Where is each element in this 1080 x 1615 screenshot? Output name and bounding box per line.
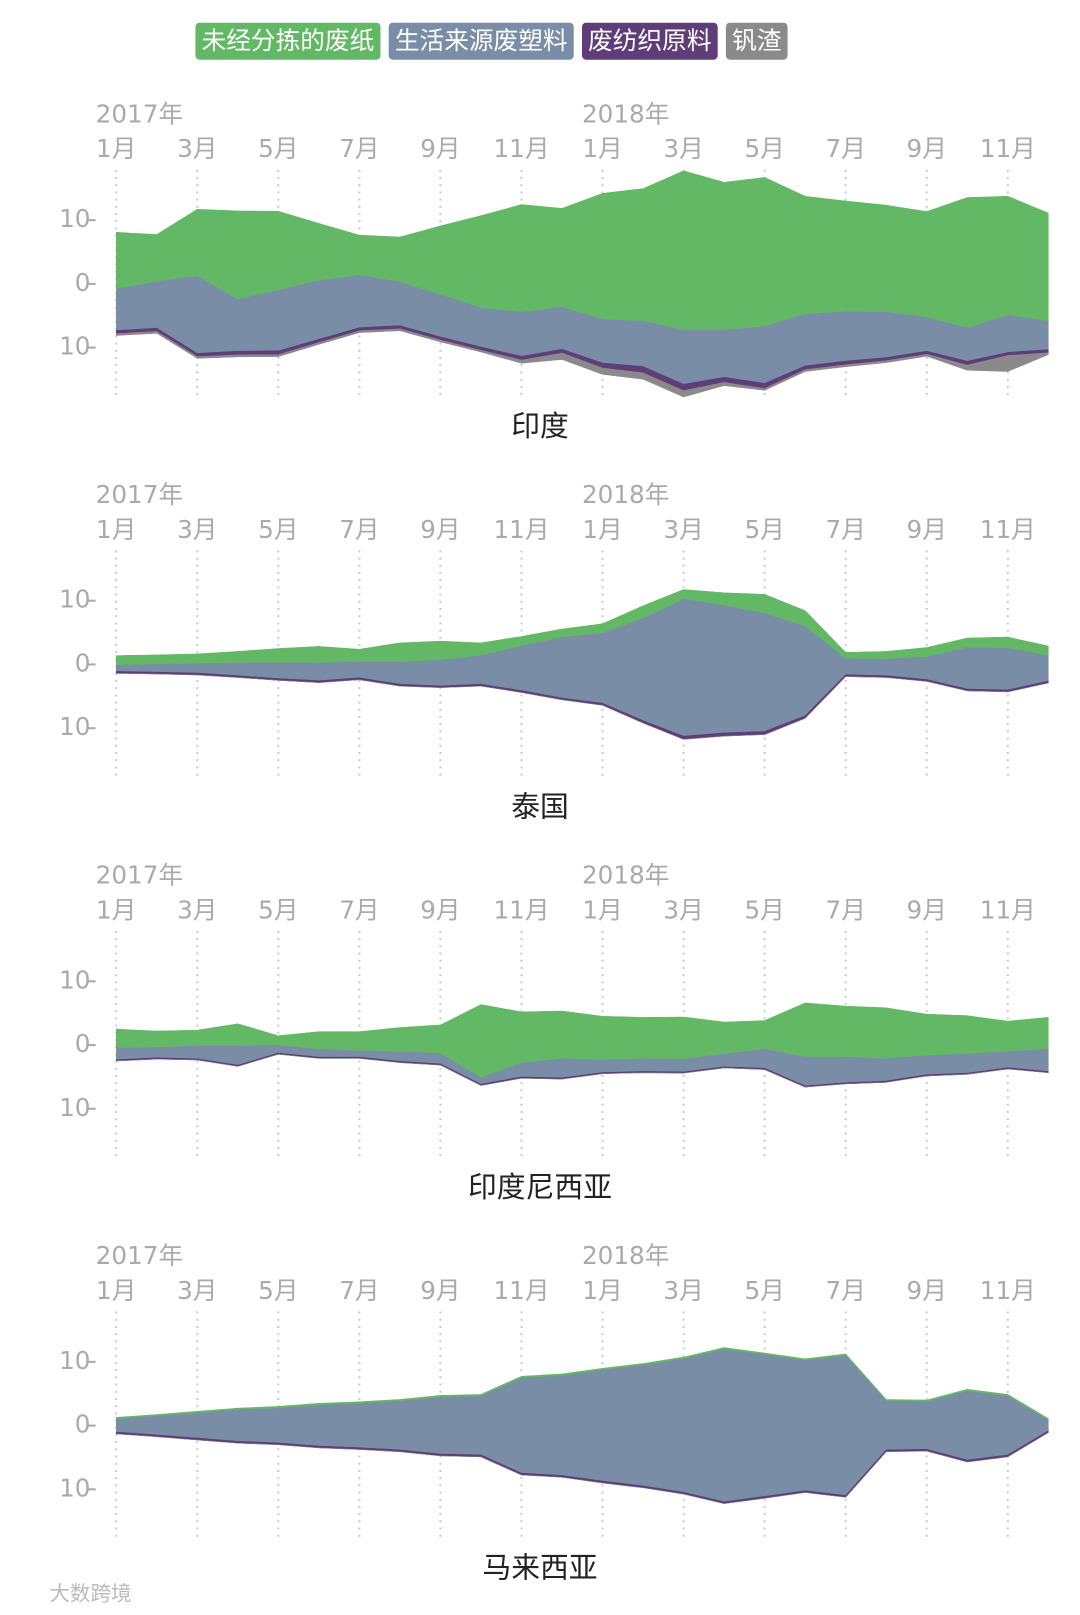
x-tick-label: 9月 — [907, 515, 947, 544]
x-tick-label: 11月 — [493, 895, 549, 924]
year-label: 2017年 — [96, 1241, 183, 1270]
legend-item: 钒渣 — [725, 22, 788, 60]
x-tick-label: 1月 — [582, 1276, 622, 1305]
legend-item: 未经分拣的废纸 — [195, 22, 381, 60]
year-label: 2018年 — [582, 99, 669, 128]
x-tick-label: 7月 — [339, 134, 379, 163]
y-tick-label: 0 — [75, 648, 91, 677]
year-label: 2017年 — [96, 860, 183, 889]
y-tick-label: 10 — [59, 1473, 90, 1502]
x-tick-label: 9月 — [420, 895, 460, 924]
x-tick-label: 1月 — [582, 134, 622, 163]
x-tick-label: 3月 — [663, 515, 703, 544]
x-tick-label: 5月 — [744, 895, 784, 924]
stream-layer — [115, 328, 1049, 398]
watermark: 大数跨境 — [49, 1581, 131, 1605]
x-tick-label: 11月 — [980, 134, 1036, 163]
stream-layer — [116, 673, 1049, 740]
y-tick-label: 10 — [59, 204, 90, 233]
x-tick-label: 1月 — [96, 895, 136, 924]
y-tick-label: 0 — [75, 268, 91, 297]
y-tick-label: 10 — [59, 1093, 90, 1122]
x-tick-label: 9月 — [420, 1276, 460, 1305]
legend-label: 生活来源废塑料 — [395, 26, 568, 55]
x-tick-label: 5月 — [744, 1276, 784, 1305]
y-tick-label: 10 — [59, 965, 90, 994]
legend-swatch — [195, 22, 381, 60]
x-tick-label: 9月 — [907, 895, 947, 924]
x-tick-label: 5月 — [744, 515, 784, 544]
chart-title: 马来西亚 — [482, 1551, 597, 1585]
year-label: 2018年 — [582, 480, 669, 509]
legend-swatch — [725, 22, 788, 60]
x-tick-label: 3月 — [177, 515, 217, 544]
x-tick-label: 5月 — [258, 895, 298, 924]
x-tick-label: 1月 — [582, 515, 622, 544]
stream-layer — [116, 1053, 1049, 1088]
x-tick-label: 9月 — [907, 134, 947, 163]
year-label: 2017年 — [96, 99, 183, 128]
x-tick-label: 11月 — [493, 134, 549, 163]
x-tick-label: 7月 — [826, 895, 866, 924]
x-tick-label: 9月 — [420, 134, 460, 163]
x-tick-label: 9月 — [907, 1276, 947, 1305]
x-tick-label: 11月 — [493, 515, 549, 544]
x-tick-label: 1月 — [96, 515, 136, 544]
x-tick-label: 9月 — [420, 515, 460, 544]
stream-layer — [116, 1432, 1049, 1504]
chart-title: 印度尼西亚 — [468, 1170, 612, 1204]
x-tick-label: 3月 — [663, 895, 703, 924]
chart-title: 泰国 — [511, 790, 569, 824]
x-tick-label: 7月 — [339, 895, 379, 924]
stream-layer — [115, 598, 1049, 737]
x-tick-label: 3月 — [177, 1276, 217, 1305]
y-tick-label: 10 — [59, 332, 90, 361]
x-tick-label: 1月 — [582, 895, 622, 924]
x-tick-label: 11月 — [493, 1276, 549, 1305]
x-tick-label: 7月 — [826, 515, 866, 544]
y-tick-label: 10 — [59, 1346, 90, 1375]
x-tick-label: 3月 — [177, 895, 217, 924]
x-tick-label: 11月 — [980, 895, 1036, 924]
x-tick-label: 7月 — [339, 1276, 379, 1305]
legend-label: 未经分拣的废纸 — [202, 26, 375, 55]
x-tick-label: 5月 — [744, 134, 784, 163]
x-tick-label: 7月 — [826, 1276, 866, 1305]
legend-swatch — [581, 22, 718, 60]
x-tick-label: 5月 — [258, 134, 298, 163]
x-tick-label: 5月 — [258, 515, 298, 544]
y-tick-label: 10 — [59, 712, 90, 741]
y-tick-label: 0 — [75, 1410, 91, 1439]
x-tick-label: 1月 — [96, 1276, 136, 1305]
chart-title: 印度 — [511, 409, 569, 443]
x-tick-label: 5月 — [258, 1276, 298, 1305]
x-tick-label: 1月 — [96, 134, 136, 163]
year-label: 2018年 — [582, 860, 669, 889]
y-tick-label: 10 — [59, 585, 90, 614]
x-tick-label: 3月 — [177, 134, 217, 163]
year-label: 2018年 — [582, 1241, 669, 1270]
x-tick-label: 11月 — [980, 1276, 1036, 1305]
legend-item: 生活来源废塑料 — [388, 22, 574, 60]
legend-item: 废纺织原料 — [581, 22, 718, 60]
x-tick-label: 3月 — [663, 1276, 703, 1305]
year-label: 2017年 — [96, 480, 183, 509]
x-tick-label: 7月 — [826, 134, 866, 163]
legend-label: 废纺织原料 — [588, 26, 711, 55]
y-tick-label: 0 — [75, 1029, 91, 1058]
x-tick-label: 3月 — [663, 134, 703, 163]
x-tick-label: 11月 — [980, 515, 1036, 544]
legend-swatch — [388, 22, 574, 60]
legend-label: 钒渣 — [732, 26, 781, 55]
x-tick-label: 7月 — [339, 515, 379, 544]
